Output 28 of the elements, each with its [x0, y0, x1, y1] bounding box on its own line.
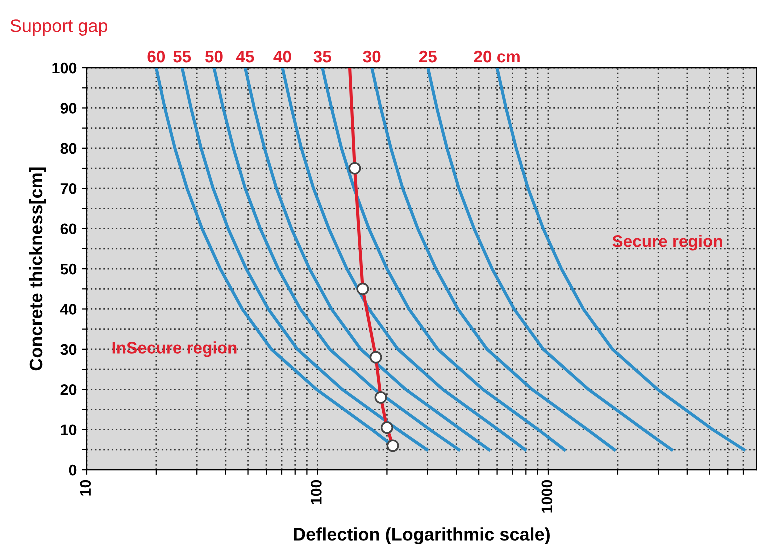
y-tick-label: 90	[60, 103, 77, 114]
y-tick-label: 30	[60, 344, 77, 356]
y-tick-label: 100	[52, 62, 77, 74]
series-label: 60	[148, 50, 166, 63]
annotation: InSecure region	[112, 342, 237, 358]
y-tick-label: 20	[60, 384, 77, 396]
y-tick-label: 60	[60, 224, 77, 235]
y-tick-label: 70	[60, 183, 77, 194]
series-label: 50	[205, 50, 223, 63]
x-tick-label: 100	[311, 480, 322, 504]
y-tick-label: 0	[69, 464, 77, 476]
series-label: 30	[363, 50, 381, 63]
series-label: 55	[174, 51, 192, 63]
y-tick-label: 40	[60, 304, 77, 315]
y-tick-label: 80	[60, 143, 77, 154]
x-tick-label: 10	[80, 480, 92, 496]
annotation: Secure region	[612, 235, 722, 251]
y-tick-label: 10	[61, 424, 77, 436]
series-label: 20 cm	[474, 50, 520, 63]
series-label: 40	[274, 50, 292, 63]
chart-title: Support gap	[10, 20, 108, 36]
series-label: 35	[314, 50, 332, 63]
x-axis-title: Deflection (Logarithmic scale)	[294, 528, 550, 545]
y-axis-title: Concrete thickness[cm]	[29, 168, 46, 371]
x-tick-label: 1000	[542, 480, 553, 513]
series-label: 45	[236, 51, 254, 63]
series-label: 25	[419, 50, 437, 63]
y-tick-label: 50	[60, 264, 77, 275]
